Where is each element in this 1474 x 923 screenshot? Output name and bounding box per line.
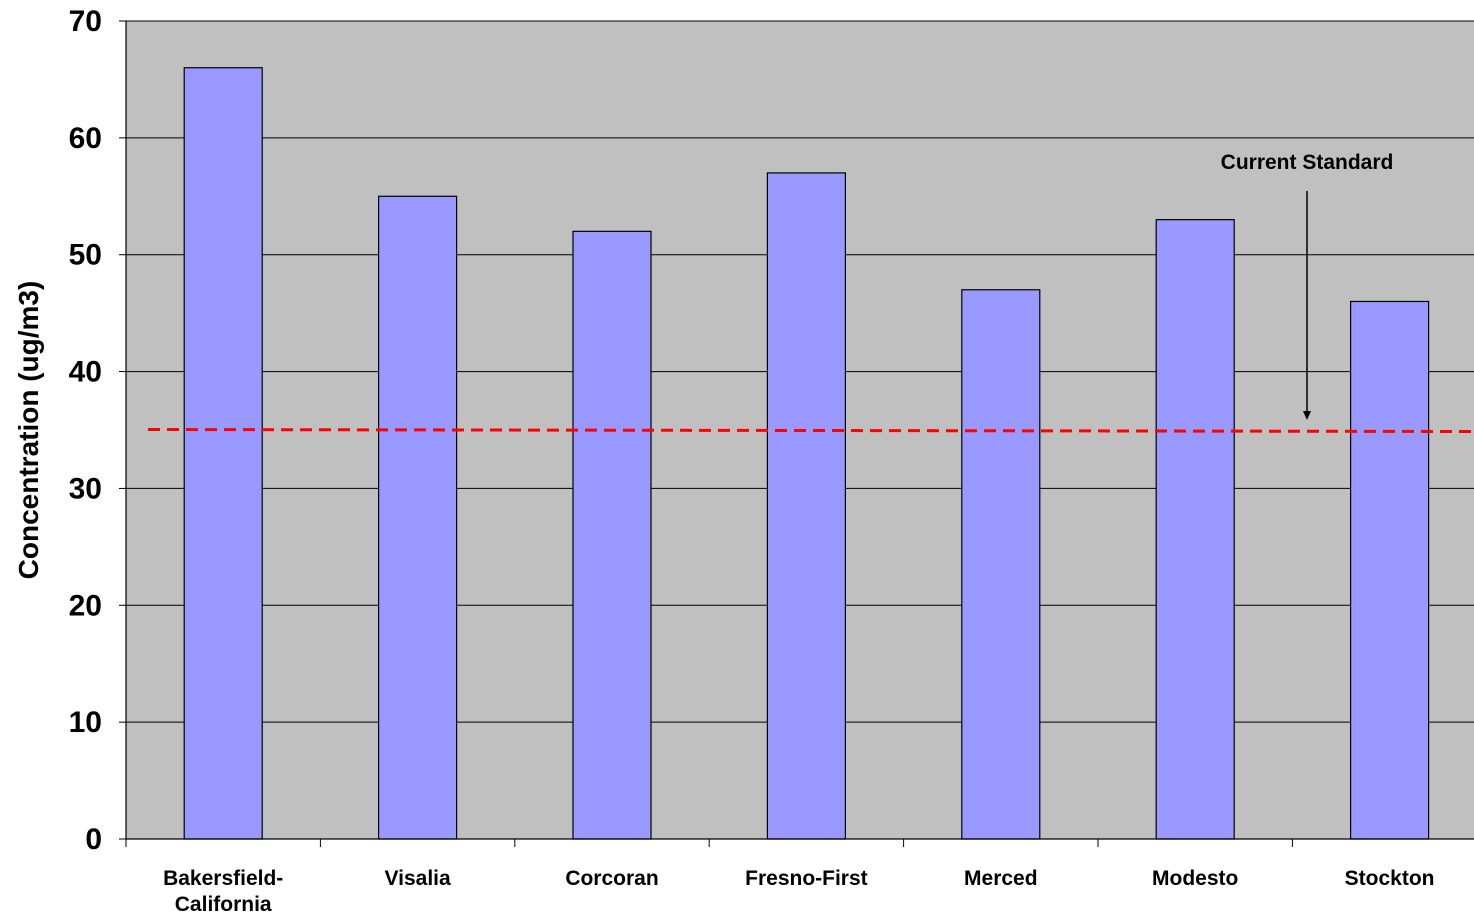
y-axis-label: Concentration (ug/m3)	[13, 281, 44, 580]
x-category-labels: Bakersfield-California Visalia Corcoran Fre…	[163, 867, 1434, 916]
category-label-5: Modesto	[1152, 867, 1238, 890]
bar-5	[1155, 219, 1235, 840]
bar-1	[378, 195, 458, 840]
annotation-arrowhead	[1303, 411, 1311, 420]
category-label-6: Stockton	[1345, 867, 1435, 890]
category-label-4: Merced	[964, 867, 1038, 890]
reference-line-group	[147, 428, 1474, 433]
current-standard-annotation: Current Standard	[1221, 151, 1394, 174]
y-tick-label-0: 0	[85, 823, 102, 856]
y-tick-label-70: 70	[69, 5, 102, 38]
bar-2	[572, 230, 652, 840]
category-label-2: Corcoran	[565, 867, 658, 890]
category-label-0: Bakersfield-California	[163, 867, 283, 916]
y-tick-label-30: 30	[69, 472, 102, 505]
y-tick-label-40: 40	[69, 356, 102, 389]
y-tick-label-10: 10	[69, 706, 102, 739]
bar-3	[766, 172, 847, 840]
axes	[119, 20, 1474, 847]
bar-6	[1349, 300, 1430, 840]
y-tick-label-60: 60	[69, 122, 102, 155]
y-tick-label-20: 20	[69, 589, 102, 622]
bar-0	[183, 67, 263, 840]
reference-line	[147, 428, 1474, 433]
y-tick-label-50: 50	[69, 239, 102, 272]
category-label-1: Visalia	[385, 867, 451, 890]
bar-4	[961, 289, 1041, 840]
category-label-3: Fresno-First	[745, 867, 868, 890]
y-tick-labels: 0 10 20 30 40 50 60 70	[69, 5, 102, 856]
